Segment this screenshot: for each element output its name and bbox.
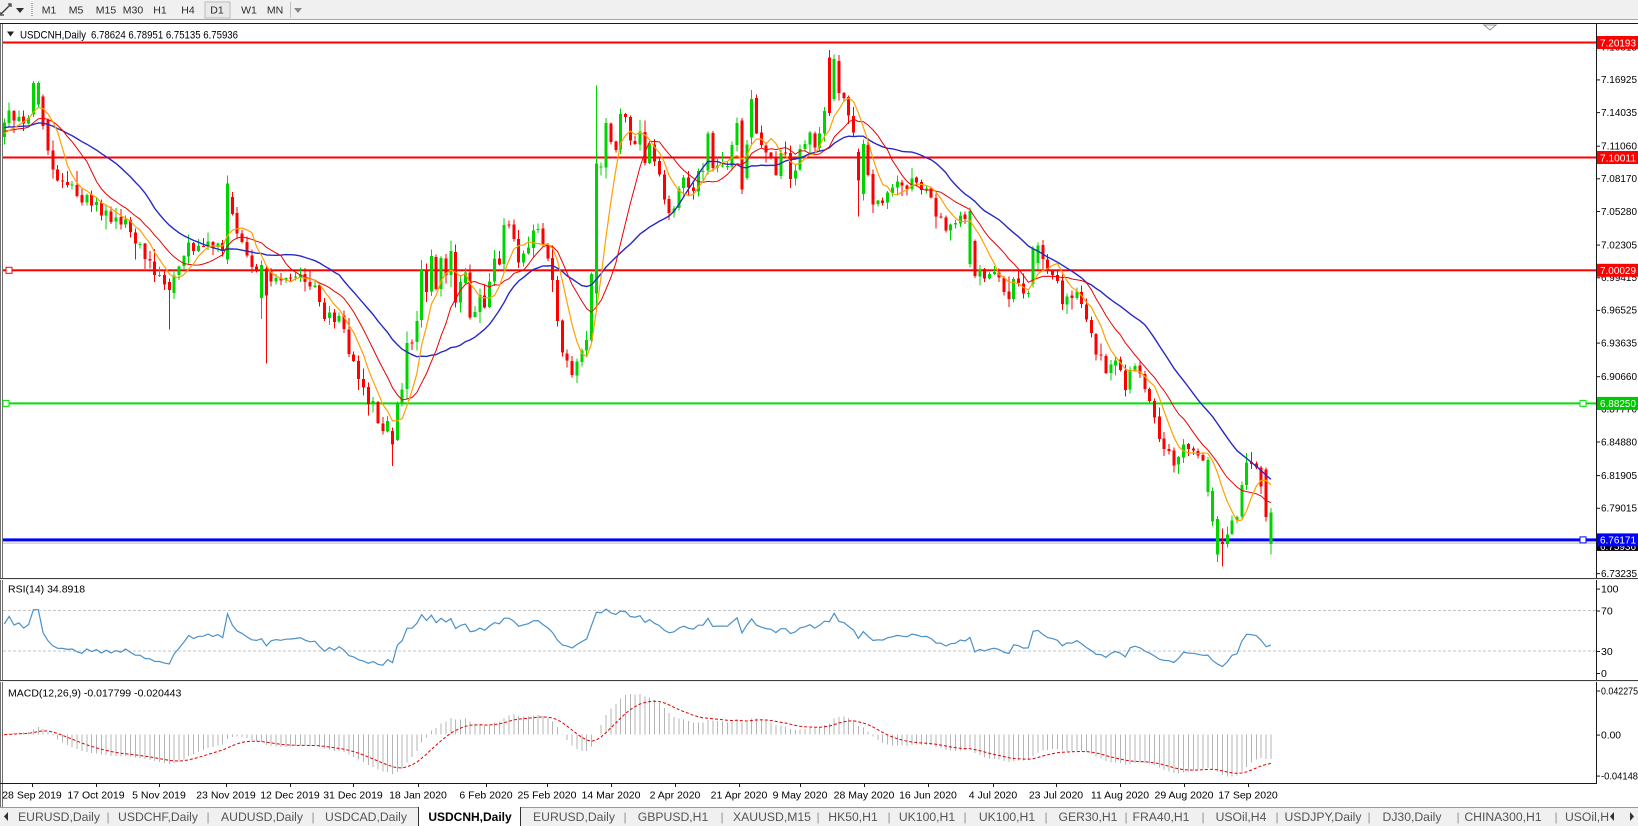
- svg-text:|: |: [1124, 810, 1127, 824]
- svg-text:18 Jan 2020: 18 Jan 2020: [389, 790, 447, 802]
- svg-text:30: 30: [1601, 646, 1613, 658]
- svg-text:|: |: [311, 810, 314, 824]
- svg-text:RSI(14) 34.8918: RSI(14) 34.8918: [8, 584, 85, 596]
- svg-text:0: 0: [1601, 668, 1607, 680]
- svg-text:M15: M15: [96, 5, 117, 17]
- svg-text:FRA40,H1: FRA40,H1: [1133, 810, 1190, 824]
- svg-text:6.79015: 6.79015: [1601, 503, 1637, 515]
- svg-text:6.76171: 6.76171: [1600, 535, 1636, 547]
- svg-text:17 Oct 2019: 17 Oct 2019: [67, 790, 124, 802]
- svg-text:16 Jun 2020: 16 Jun 2020: [899, 790, 957, 802]
- svg-text:MN: MN: [267, 5, 283, 17]
- svg-text:6.78624 6.78951 6.75135 6.7593: 6.78624 6.78951 6.75135 6.75936: [91, 30, 238, 42]
- svg-text:7.14035: 7.14035: [1601, 107, 1637, 119]
- svg-text:9 May 2020: 9 May 2020: [773, 790, 828, 802]
- svg-text:|: |: [623, 810, 626, 824]
- svg-text:|: |: [887, 810, 890, 824]
- svg-text:|: |: [106, 810, 109, 824]
- svg-text:7.20193: 7.20193: [1600, 37, 1636, 49]
- svg-text:USDJPY,Daily: USDJPY,Daily: [1285, 810, 1363, 824]
- svg-text:USOil,H4: USOil,H4: [1216, 810, 1267, 824]
- svg-text:7.00029: 7.00029: [1600, 265, 1636, 277]
- svg-text:7.16925: 7.16925: [1601, 74, 1637, 86]
- svg-text:|: |: [720, 810, 723, 824]
- svg-text:GBPUSD,H1: GBPUSD,H1: [638, 810, 709, 824]
- svg-text:6.84880: 6.84880: [1601, 436, 1637, 448]
- svg-text:6.73235: 6.73235: [1601, 568, 1637, 580]
- svg-text:7.08170: 7.08170: [1601, 173, 1637, 185]
- svg-text:7.10011: 7.10011: [1600, 152, 1636, 164]
- svg-text:|: |: [963, 810, 966, 824]
- svg-text:6.96525: 6.96525: [1601, 305, 1637, 317]
- svg-text:6.88250: 6.88250: [1600, 398, 1636, 410]
- svg-text:USDCNH,Daily: USDCNH,Daily: [20, 30, 86, 42]
- svg-text:29 Aug 2020: 29 Aug 2020: [1155, 790, 1214, 802]
- svg-text:14 Mar 2020: 14 Mar 2020: [582, 790, 641, 802]
- svg-text:UK100,H1: UK100,H1: [899, 810, 955, 824]
- svg-text:USDCAD,Daily: USDCAD,Daily: [325, 810, 408, 824]
- svg-text:4 Jul 2020: 4 Jul 2020: [969, 790, 1018, 802]
- svg-text:UK100,H1: UK100,H1: [979, 810, 1035, 824]
- svg-text:31 Dec 2019: 31 Dec 2019: [323, 790, 383, 802]
- svg-text:70: 70: [1601, 605, 1613, 617]
- svg-text:|: |: [1456, 810, 1459, 824]
- svg-text:MACD(12,26,9) -0.017799 -0.020: MACD(12,26,9) -0.017799 -0.020443: [8, 688, 182, 700]
- svg-text:W1: W1: [241, 5, 257, 17]
- svg-text:23 Jul 2020: 23 Jul 2020: [1029, 790, 1083, 802]
- svg-text:|: |: [1554, 810, 1557, 824]
- svg-text:EURUSD,Daily: EURUSD,Daily: [533, 810, 616, 824]
- svg-text:M30: M30: [123, 5, 144, 17]
- svg-text:CHINA300,H1: CHINA300,H1: [1464, 810, 1541, 824]
- svg-text:6.81905: 6.81905: [1601, 470, 1637, 482]
- svg-text:|: |: [816, 810, 819, 824]
- svg-text:23 Nov 2019: 23 Nov 2019: [196, 790, 256, 802]
- svg-text:USOil,H: USOil,H: [1565, 810, 1609, 824]
- svg-text:GER30,H1: GER30,H1: [1059, 810, 1118, 824]
- svg-text:6.93635: 6.93635: [1601, 337, 1637, 349]
- svg-text:H1: H1: [153, 5, 167, 17]
- svg-text:6.90660: 6.90660: [1601, 371, 1637, 383]
- svg-text:25 Feb 2020: 25 Feb 2020: [518, 790, 577, 802]
- svg-text:5 Nov 2019: 5 Nov 2019: [132, 790, 186, 802]
- svg-text:-0.04148: -0.04148: [1601, 770, 1638, 782]
- svg-text:H4: H4: [181, 5, 195, 17]
- svg-text:11 Aug 2020: 11 Aug 2020: [1091, 790, 1149, 802]
- svg-text:AUDUSD,Daily: AUDUSD,Daily: [221, 810, 304, 824]
- svg-text:|: |: [1367, 810, 1370, 824]
- svg-text:XAUUSD,M15: XAUUSD,M15: [733, 810, 811, 824]
- svg-text:USDCHF,Daily: USDCHF,Daily: [118, 810, 199, 824]
- svg-text:28 Sep 2019: 28 Sep 2019: [2, 790, 62, 802]
- svg-text:17 Sep 2020: 17 Sep 2020: [1218, 790, 1278, 802]
- svg-text:D1: D1: [210, 5, 224, 17]
- svg-text:0.042275: 0.042275: [1601, 685, 1638, 697]
- svg-text:0.00: 0.00: [1601, 729, 1621, 741]
- svg-text:USDCNH,Daily: USDCNH,Daily: [428, 810, 512, 824]
- svg-text:HK50,H1: HK50,H1: [828, 810, 878, 824]
- svg-text:EURUSD,Daily: EURUSD,Daily: [18, 810, 101, 824]
- svg-text:|: |: [206, 810, 209, 824]
- svg-text:M1: M1: [42, 5, 57, 17]
- svg-text:28 May 2020: 28 May 2020: [834, 790, 895, 802]
- svg-text:21 Apr 2020: 21 Apr 2020: [711, 790, 768, 802]
- svg-text:12 Dec 2019: 12 Dec 2019: [260, 790, 320, 802]
- svg-text:M5: M5: [69, 5, 84, 17]
- svg-text:100: 100: [1601, 583, 1619, 595]
- svg-text:7.05280: 7.05280: [1601, 206, 1637, 218]
- svg-text:2 Apr 2020: 2 Apr 2020: [650, 790, 701, 802]
- svg-text:|: |: [1044, 810, 1047, 824]
- svg-text:7.02305: 7.02305: [1601, 239, 1637, 251]
- svg-text:|: |: [1201, 810, 1204, 824]
- svg-text:7.11060: 7.11060: [1601, 141, 1637, 153]
- svg-text:|: |: [1275, 810, 1278, 824]
- svg-text:6 Feb 2020: 6 Feb 2020: [459, 790, 512, 802]
- svg-text:DJ30,Daily: DJ30,Daily: [1383, 810, 1443, 824]
